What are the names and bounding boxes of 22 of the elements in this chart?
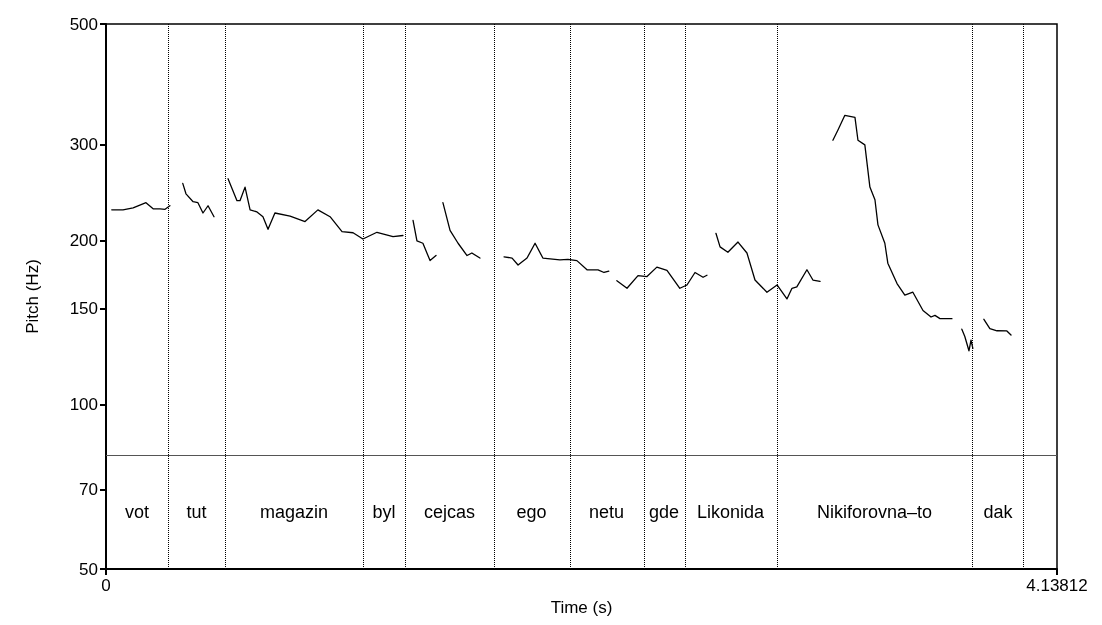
annotation: Nikiforovna–to [816,501,933,522]
annotation: Likonida [696,501,766,522]
y-tick-label: 50 [79,559,98,579]
x-tick-label: 4.13812 [1026,576,1088,595]
annotation: tut [186,501,207,522]
y-axis-title: Pitch (Hz) [23,259,42,334]
annotation: netu [589,501,625,522]
y-tick-label: 300 [69,135,98,155]
annotation: ego [516,501,547,522]
y-tick-label: 70 [79,479,98,499]
annotation: magazin [259,501,329,522]
y-tick-label: 150 [69,299,98,319]
x-axis-title: Time (s) [550,598,613,617]
y-tick-label: 100 [69,395,98,415]
annotation: byl [372,501,396,522]
annotation: gde [648,501,680,522]
annotation: dak [983,501,1014,522]
y-tick-label: 500 [69,14,98,34]
y-tick-label: 200 [69,231,98,251]
annotation: vot [125,501,150,522]
x-tick-label: 0 [101,576,111,595]
annotation: cejcas [423,501,475,522]
